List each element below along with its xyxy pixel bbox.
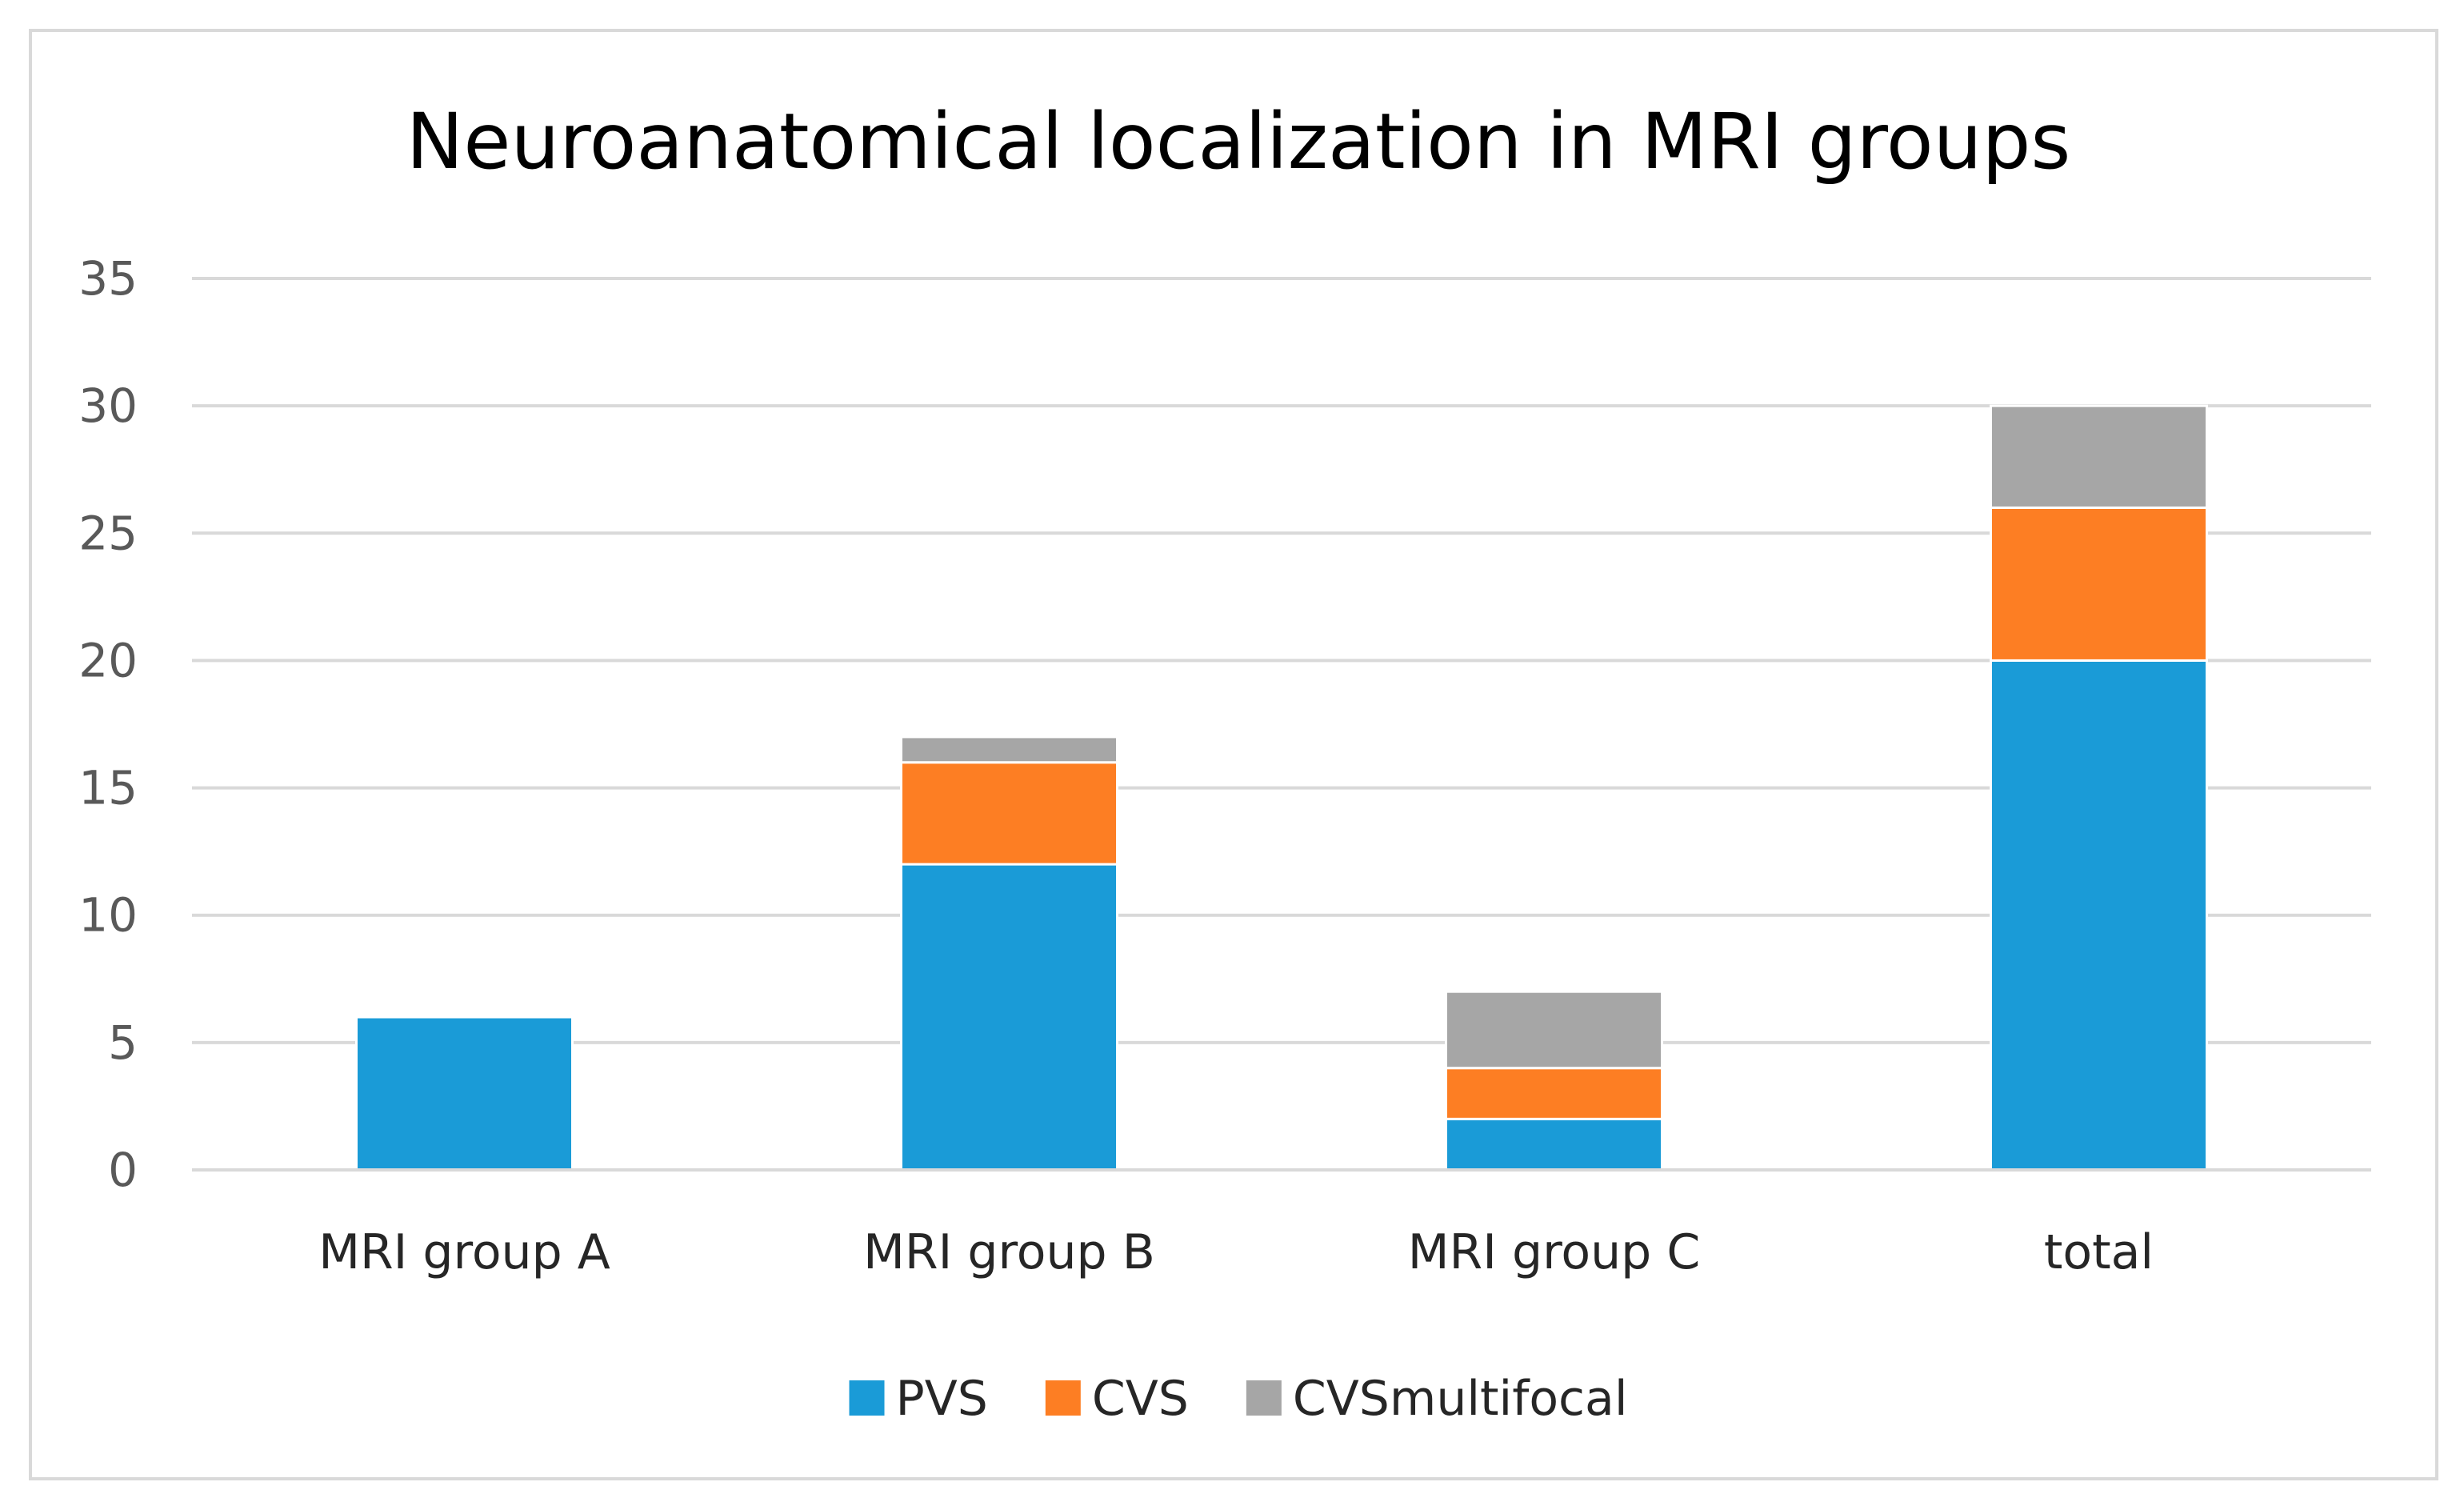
legend-label: CVSmultifocal (1293, 1371, 1628, 1427)
legend-item-cvs: CVS (1045, 1371, 1189, 1427)
bar-cvsmultifocal-2 (1445, 990, 1663, 1070)
y-tick-label: 0 (108, 1143, 138, 1197)
legend-swatch (849, 1380, 885, 1416)
y-tick-label: 20 (78, 633, 138, 687)
legend: PVS CVS CVSmultifocal (849, 1371, 1628, 1427)
y-tick-label: 35 (78, 251, 138, 306)
y-tick-label: 5 (108, 1015, 138, 1070)
bar-cvs-2 (1445, 1067, 1663, 1120)
x-category-label: total (2044, 1224, 2154, 1280)
bar-cvs-1 (900, 761, 1118, 866)
x-category-label: MRI group A (318, 1224, 610, 1280)
legend-swatch (1045, 1380, 1081, 1416)
bars (355, 404, 2208, 1172)
y-tick-label: 30 (78, 379, 138, 433)
legend-swatch (1246, 1380, 1282, 1416)
bar-pvs-3 (1990, 659, 2208, 1172)
bar-pvs-1 (900, 863, 1118, 1172)
bar-cvs-3 (1990, 506, 2208, 662)
y-tick-label: 15 (78, 761, 138, 815)
y-axis-ticks: 0 5 10 15 20 25 30 35 (78, 251, 138, 1197)
chart-title: Neuroanatomical localization in MRI grou… (406, 97, 2071, 186)
x-category-label: MRI group B (863, 1224, 1155, 1280)
legend-item-pvs: PVS (849, 1371, 988, 1427)
legend-label: PVS (896, 1371, 988, 1427)
x-category-label: MRI group C (1408, 1224, 1700, 1280)
bar-cvsmultifocal-1 (900, 735, 1118, 764)
legend-item-cvsmultifocal: CVSmultifocal (1246, 1371, 1628, 1427)
bar-cvsmultifocal-3 (1990, 404, 2208, 509)
y-tick-label: 25 (78, 506, 138, 560)
bar-pvs-0 (355, 1015, 574, 1172)
y-tick-label: 10 (78, 888, 138, 943)
bar-pvs-2 (1445, 1117, 1663, 1172)
legend-label: CVS (1092, 1371, 1189, 1427)
x-axis: MRI group A MRI group B MRI group C total (192, 1168, 2371, 1280)
